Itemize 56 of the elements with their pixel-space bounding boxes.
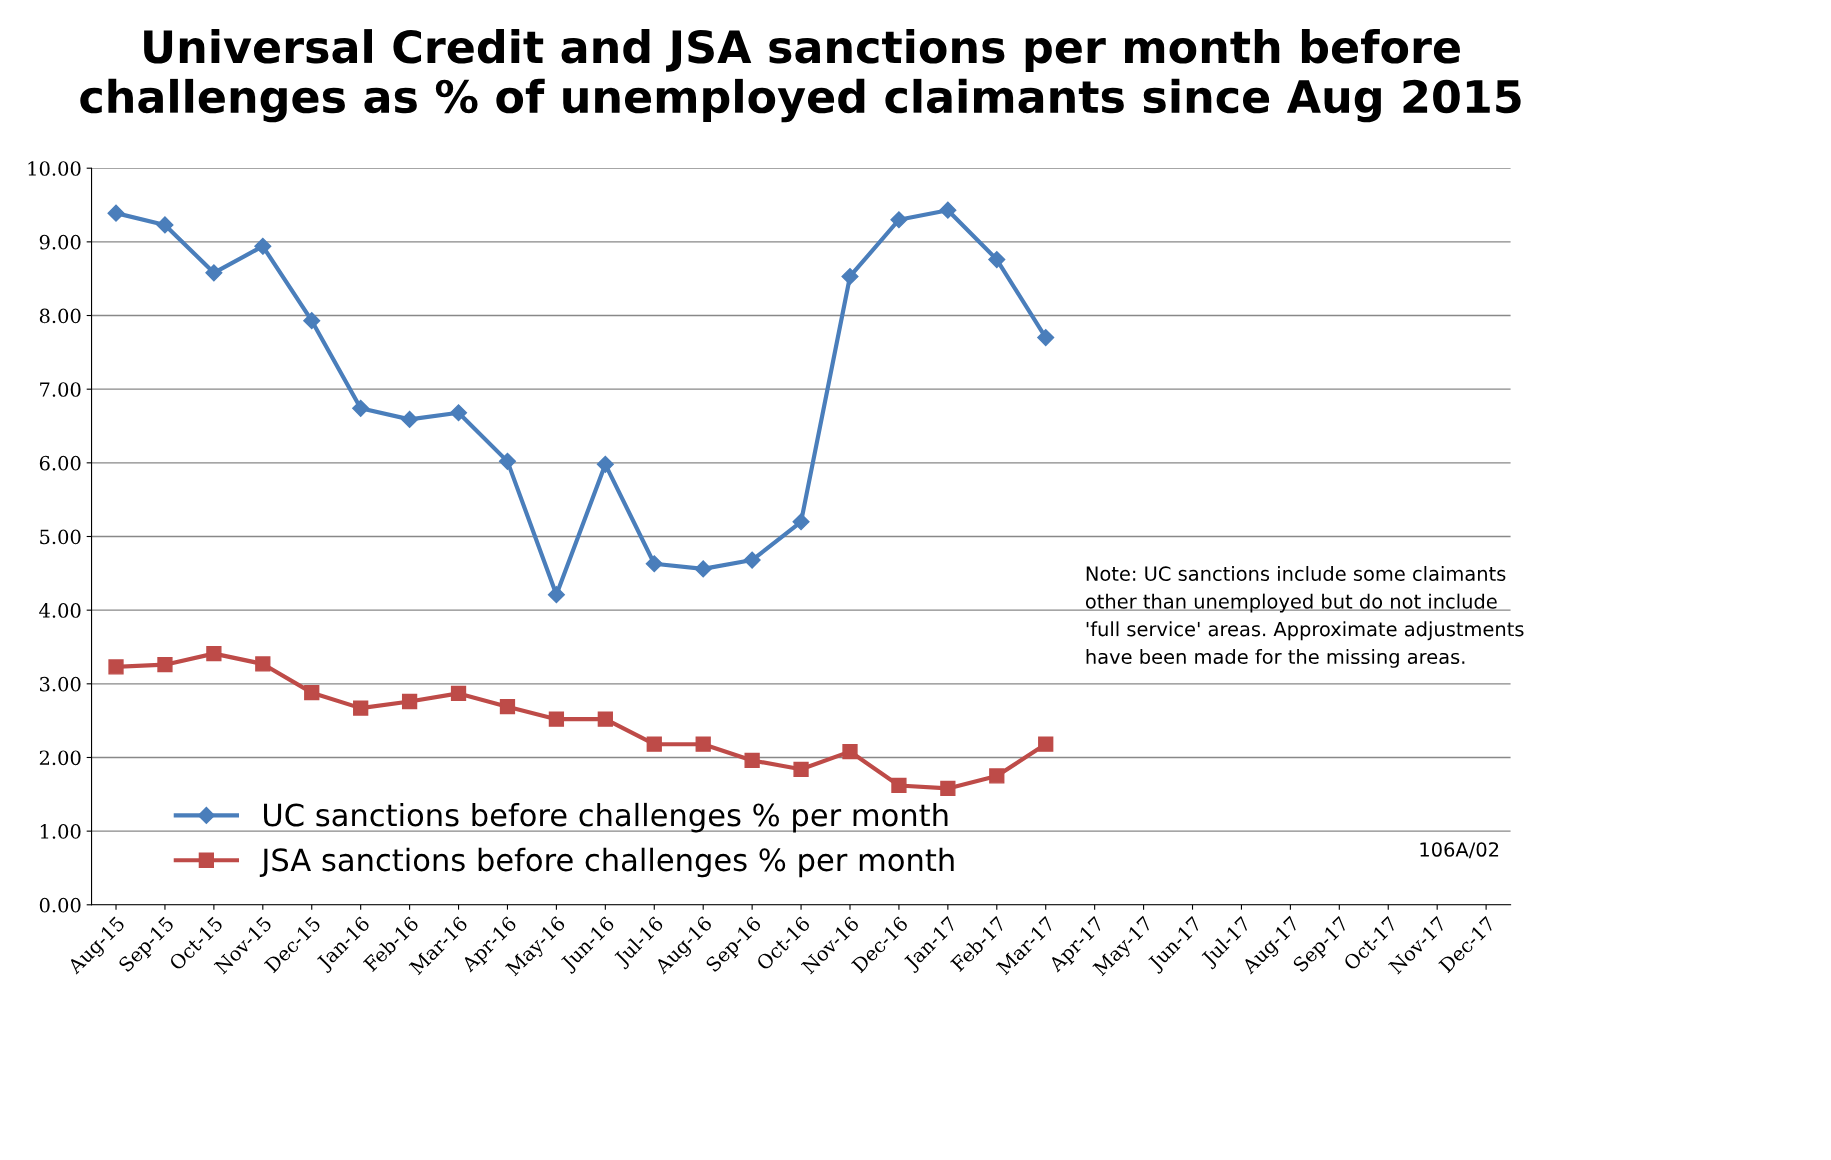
point [352, 399, 370, 417]
point [597, 711, 613, 727]
y-tick-label: 1.00 [40, 824, 81, 839]
point [793, 761, 809, 777]
point [842, 743, 858, 760]
point [353, 700, 369, 716]
point [743, 551, 761, 569]
legend-label: UC sanctions before challenges % per month [264, 802, 948, 833]
point [694, 560, 712, 578]
y-tick-label: 4.00 [39, 603, 81, 618]
point [988, 250, 1006, 269]
point [499, 699, 516, 715]
point [303, 312, 321, 330]
y-tick-label: 5.00 [40, 529, 81, 545]
y-tick-label: 2.00 [39, 750, 81, 766]
point [157, 657, 173, 673]
point [646, 736, 662, 752]
point [107, 204, 125, 222]
point [156, 216, 174, 234]
point [254, 237, 272, 255]
y-tick-label: 6.00 [39, 455, 81, 471]
point [792, 513, 810, 531]
point [205, 264, 223, 282]
point [206, 645, 222, 662]
point [1038, 736, 1054, 752]
annotation: 106A/02 [1420, 842, 1499, 859]
point [450, 685, 467, 702]
point [401, 693, 418, 710]
point [304, 685, 320, 701]
point [1037, 329, 1055, 347]
point [841, 267, 859, 286]
point [498, 452, 517, 470]
point [891, 777, 907, 794]
point [548, 711, 565, 727]
y-tick-label: 3.00 [40, 676, 81, 692]
y-tick-label: 8.00 [39, 308, 81, 324]
point [449, 404, 468, 422]
legend-label: JSA sanctions before challenges % per month [259, 847, 954, 878]
y-tick-label: 9.00 [39, 234, 81, 250]
point [596, 455, 614, 473]
point [744, 752, 760, 769]
point [255, 656, 271, 672]
y-tick-label: 10.00 [28, 161, 81, 176]
point [547, 586, 565, 604]
point [989, 768, 1005, 784]
y-tick-label: 0.00 [39, 897, 81, 913]
annotation: Note: UC sanctions include some claimants other than unemployed but do not include 'full service' areas. Approximate adjustments have been made for the missing areas. [1085, 565, 1524, 668]
point [695, 736, 711, 752]
point [108, 659, 124, 675]
point [890, 211, 908, 229]
point [939, 201, 957, 219]
chart-title: Universal Credit and JSA sanctions per month before challenges as % of unemployed claimants since Aug 2015 [80, 29, 1521, 123]
point [940, 780, 956, 797]
point [645, 555, 663, 573]
y-tick-label: 7.00 [40, 382, 81, 397]
point [401, 410, 419, 428]
